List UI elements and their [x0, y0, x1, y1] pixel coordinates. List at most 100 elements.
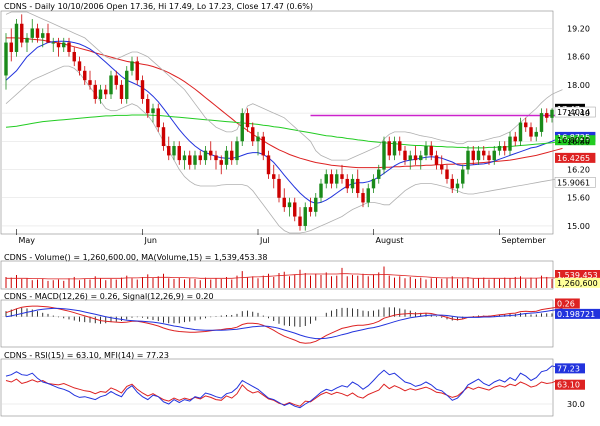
candle-body [487, 155, 491, 161]
rsi-line-mfi [5, 365, 563, 409]
rsi-tag-1: 63.10 [557, 381, 580, 390]
price-overlay-line-3 [5, 11, 563, 161]
candle-body [172, 146, 176, 156]
candle-body [429, 146, 433, 156]
candle-body [382, 141, 386, 170]
candle-body [14, 23, 19, 52]
rsi-tag-0-bg [555, 363, 585, 374]
price-tag-3-bg [555, 135, 596, 146]
candle-body [424, 146, 428, 156]
candle-body [529, 127, 533, 137]
macd-tag-1: 0.198721 [557, 310, 595, 319]
candle-body [461, 169, 465, 184]
candle-body [9, 42, 13, 52]
candle-body [403, 150, 407, 161]
candle-body [314, 197, 318, 212]
month-label: Jul [259, 236, 270, 245]
macd-tag-0-bg [555, 298, 580, 309]
candle-body [413, 155, 418, 161]
price-overlay-line-0 [6, 37, 563, 169]
candle-body [434, 155, 439, 165]
candle-body [83, 70, 87, 81]
rsi-tick-label: 30.0 [567, 400, 585, 409]
candle-body [161, 127, 166, 147]
candle-body [329, 174, 334, 184]
month-label: September [502, 236, 547, 245]
candle-body [513, 136, 517, 142]
price-panel [0, 10, 554, 235]
candle-body [20, 23, 24, 43]
candle-body [193, 155, 197, 165]
candle-body [545, 113, 549, 118]
candle-body [51, 42, 55, 44]
chart-labels: CDNS - Daily 10/10/2006 Open 17.36, Hi 1… [4, 2, 598, 409]
candle-body [287, 202, 292, 208]
candle-body [251, 127, 255, 142]
volume-tag-0-bg [555, 269, 600, 280]
candle-body [224, 150, 229, 165]
candle-body [56, 42, 61, 48]
candle-body [182, 155, 187, 161]
month-label: August [376, 236, 404, 245]
candle-body [466, 150, 470, 170]
candle-body [366, 188, 370, 203]
candle-body [387, 141, 391, 156]
candle-body [524, 122, 528, 128]
candle-body [293, 202, 297, 217]
candle-body [114, 75, 118, 85]
candle-body [119, 84, 124, 99]
candle-body [167, 146, 171, 156]
candle-body [356, 178, 360, 194]
candle-body [93, 84, 97, 99]
price-tag-5-bg [554, 177, 596, 188]
macd-title: CDNS - MACD(12,26) = 0.26, Signal(12,26,… [4, 292, 214, 301]
price-tick-label: 17.40 [567, 109, 590, 118]
candle-body [482, 150, 486, 156]
rsi-tag-0: 77.23 [557, 364, 580, 373]
rsi-tag-1-bg [555, 379, 585, 390]
candle-body [492, 150, 496, 161]
candle-body [377, 169, 381, 179]
candle-body [30, 28, 34, 38]
volume-title: CDNS - Volume() = 1,260,600.00, MA(Volum… [4, 253, 267, 262]
volume-tag-0: 1,539,453 [557, 271, 598, 280]
price-tag-1: 17.4014 [557, 108, 590, 117]
candle-body [104, 89, 108, 95]
candle-body [345, 178, 349, 189]
candle-body [503, 146, 507, 151]
price-overlay-line-4 [5, 65, 563, 234]
candle-body [497, 146, 502, 151]
price-tag-2: 16.8725 [557, 133, 590, 142]
candle-body [261, 136, 265, 156]
candle-body [230, 150, 234, 161]
candle-body [235, 141, 239, 161]
panel-backgrounds [0, 10, 554, 417]
price-tick-label: 15.00 [567, 222, 590, 231]
macd-line-signal [5, 307, 563, 340]
candle-body [476, 150, 481, 161]
candle-body [371, 178, 376, 189]
candle-body [308, 207, 313, 212]
candle-body [471, 150, 475, 161]
price-tick-label: 15.60 [567, 194, 590, 203]
candle-body [109, 75, 113, 95]
candle-body [4, 42, 8, 76]
macd-tag-1-bg [555, 308, 600, 319]
price-title: CDNS - Daily 10/10/2006 Open 17.36, Hi 1… [4, 2, 313, 11]
candle-body [256, 136, 260, 142]
candle-body [151, 108, 155, 114]
price-tag-5: 15.9061 [557, 178, 590, 187]
candle-body [350, 178, 355, 189]
candle-body [209, 150, 213, 156]
candle-body [272, 174, 276, 179]
candle-body [319, 183, 323, 198]
candle-body [398, 141, 402, 151]
candle-body [266, 155, 271, 175]
candle-body [77, 61, 82, 71]
candle-body [98, 89, 103, 99]
candle-body [125, 70, 129, 99]
month-label: Jun [144, 236, 158, 245]
candle-body [62, 42, 66, 48]
volume-tag-1: 1,260,600 [557, 279, 598, 288]
candle-body [340, 174, 344, 179]
